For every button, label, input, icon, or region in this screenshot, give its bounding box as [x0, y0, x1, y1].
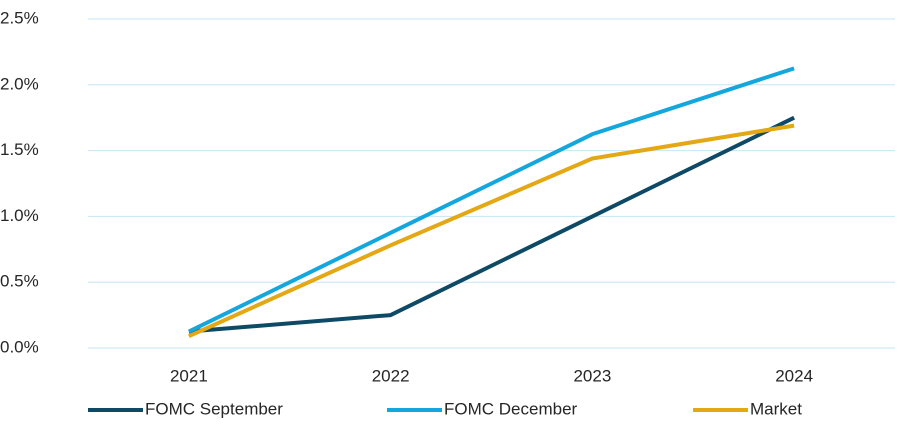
series-line: [188, 115, 796, 334]
y-tick-label: 2.5%: [0, 8, 39, 27]
legend-label: FOMC December: [444, 399, 578, 418]
series-line: [188, 123, 795, 338]
y-tick-label: 2.0%: [0, 74, 39, 93]
x-tick-label: 2024: [775, 366, 813, 385]
y-tick-label: 1.0%: [0, 206, 39, 225]
y-tick-label: 0.5%: [0, 272, 39, 291]
y-tick-label: 1.5%: [0, 140, 39, 159]
legend-label: FOMC September: [145, 399, 283, 418]
x-tick-label: 2022: [372, 366, 410, 385]
legend-label: Market: [750, 399, 802, 418]
x-tick-label: 2023: [573, 366, 611, 385]
x-tick-label: 2021: [170, 366, 208, 385]
y-tick-label: 0.0%: [0, 337, 39, 356]
series-line: [187, 66, 795, 334]
